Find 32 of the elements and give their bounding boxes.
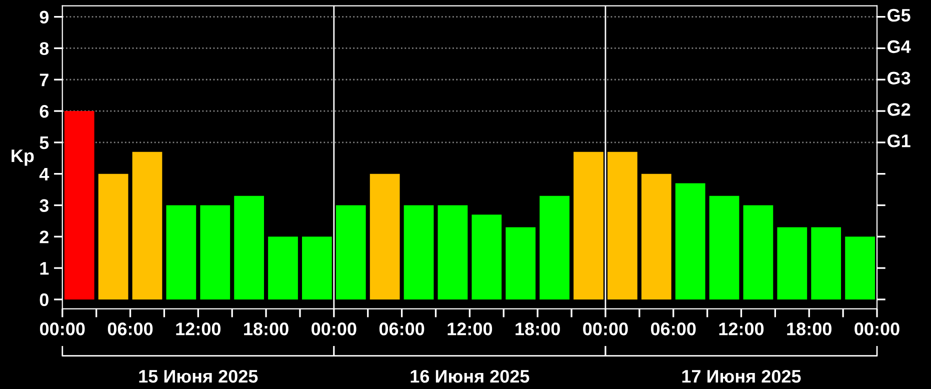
x-tick-label: 12:00 — [176, 322, 220, 336]
y-tick-label: 8 — [40, 42, 49, 55]
y-tick-label: 4 — [39, 168, 50, 180]
x-tick-label: 06:00 — [650, 322, 696, 336]
y-tick-label: 0 — [40, 293, 48, 306]
y-tick-label: 5 — [40, 136, 49, 150]
y-tick-label: 3 — [40, 199, 49, 212]
x-tick-label: 00:00 — [312, 322, 356, 336]
text: 16 Июня 2025 — [410, 370, 530, 383]
x-tick-label: 06:00 — [379, 322, 424, 336]
text: 17 Июня 2025 — [682, 370, 801, 383]
ref-line-label: G4 — [888, 40, 911, 54]
y-tick-label: 1 — [40, 262, 49, 275]
x-tick-label: 18:00 — [244, 322, 288, 336]
x-tick-label: 12:00 — [448, 322, 492, 336]
x-tick-label: 12:00 — [719, 322, 764, 336]
ref-line-label: G2 — [888, 103, 910, 116]
x-tick-label: 18:00 — [787, 322, 832, 336]
y-tick-label: 7 — [40, 74, 48, 86]
text: 15 Июня 2025 — [139, 370, 258, 383]
x-tick-label: 00:00 — [40, 322, 85, 336]
y-tick-label: 2 — [40, 230, 48, 244]
x-tick-label: 00:00 — [583, 322, 628, 336]
x-tick-label: 06:00 — [108, 322, 153, 336]
x-tick-label: 00:00 — [854, 322, 900, 336]
x-tick-label: 18:00 — [516, 322, 560, 336]
ref-line-label: G1 — [888, 134, 910, 148]
y-axis-title: Kp — [12, 150, 34, 166]
ref-line-label: G5 — [888, 8, 910, 22]
y-tick-label: 6 — [40, 104, 49, 118]
y-tick-label: 9 — [40, 10, 49, 24]
ref-line-label: G3 — [888, 72, 910, 84]
